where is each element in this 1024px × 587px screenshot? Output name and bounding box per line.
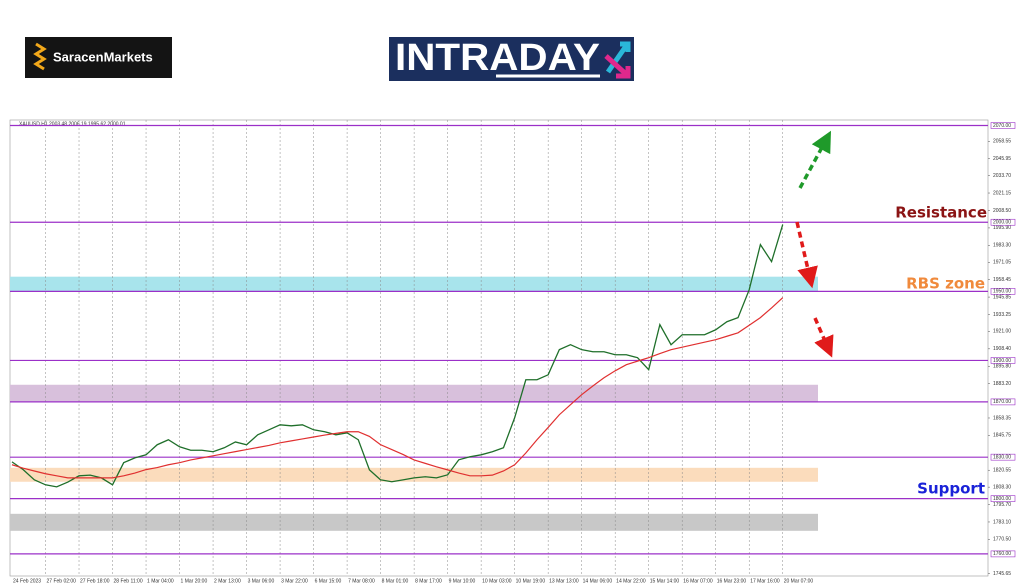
banner-text: INTRADAY: [395, 37, 600, 79]
y-tick-label: 1971.05: [993, 260, 1011, 266]
x-tick-label: 24 Feb 2023: [13, 578, 41, 584]
x-tick-label: 3 Mar 06:00: [248, 578, 275, 584]
level-label: 1870.00: [993, 399, 1011, 405]
y-tick-label: 2008.50: [993, 208, 1011, 214]
y-tick-label: 1895.80: [993, 364, 1011, 370]
x-tick-label: 10 Mar 19:00: [516, 578, 546, 584]
level-label: 1760.00: [993, 551, 1011, 557]
x-tick-label: 6 Mar 15:00: [315, 578, 342, 584]
zone: [10, 513, 818, 531]
x-tick-label: 15 Mar 14:00: [650, 578, 680, 584]
y-tick-label: 1908.40: [993, 346, 1011, 352]
y-tick-label: 1820.55: [993, 468, 1011, 474]
x-tick-label: 28 Feb 11:00: [114, 578, 143, 584]
x-tick-label: 1 Mar 04:00: [147, 578, 174, 584]
x-tick-label: 2 Mar 13:00: [214, 578, 241, 584]
y-tick-label: 1795.70: [993, 502, 1011, 508]
x-tick-label: 17 Mar 16:00: [750, 578, 780, 584]
plot: 24 Feb 2023 27 Feb 02:00 27 Feb 18:00 28 Fe…: [10, 120, 1016, 584]
y-tick-label: 1858.35: [993, 415, 1011, 421]
y-tick-label: 1958.45: [993, 277, 1011, 283]
level-label: 2000.00: [993, 220, 1011, 226]
x-tick-label: 27 Feb 18:00: [80, 578, 110, 584]
level-box: [990, 398, 1016, 406]
y-tick-label: 2021.15: [993, 190, 1011, 196]
level-box: [990, 218, 1016, 226]
level-label: 1800.00: [993, 496, 1011, 502]
brand-logo: SaracenMarkets: [25, 37, 172, 78]
y-tick-label: 2058.55: [993, 139, 1011, 145]
y-tick-label: 1921.00: [993, 329, 1011, 335]
zone: [10, 467, 818, 482]
x-tick-label: 27 Feb 02:00: [47, 578, 77, 584]
x-tick-label: 8 Mar 01:00: [382, 578, 409, 584]
arrow-up: [798, 130, 832, 189]
x-tick-label: 20 Mar 07:00: [784, 578, 814, 584]
x-tick-label: 10 Mar 03:00: [482, 578, 512, 584]
x-tick-label: 16 Mar 07:00: [683, 578, 713, 584]
x-tick-label: 9 Mar 10:00: [449, 578, 476, 584]
y-tick-label: 1845.75: [993, 433, 1011, 439]
arrow-down: [795, 221, 818, 289]
y-tick-label: 1995.90: [993, 225, 1011, 231]
annotation: Support: [917, 480, 985, 498]
series-line: [11, 224, 784, 488]
y-tick-label: 2045.95: [993, 156, 1011, 162]
plot-frame: [9, 119, 989, 577]
level-box: [990, 495, 1016, 502]
y-tick-label: 1883.20: [993, 381, 1011, 387]
y-tick-label: 1983.30: [993, 243, 1011, 249]
y-tick-label: 1808.30: [993, 484, 1011, 490]
level-label: 1950.00: [993, 289, 1011, 295]
y-tick-label: 1783.10: [993, 519, 1011, 525]
x-tick-label: 14 Mar 22:00: [616, 578, 646, 584]
y-tick-label: 1945.85: [993, 294, 1011, 300]
level-box: [990, 357, 1016, 364]
level-box: [990, 288, 1016, 295]
series-line: [11, 297, 784, 479]
level-label: 1900.00: [993, 358, 1011, 364]
y-tick-label: 2033.70: [993, 173, 1011, 179]
level-box: [990, 122, 1016, 129]
annotation: RBS zone: [906, 275, 985, 293]
arrow-down: [813, 317, 834, 358]
level-label: 2070.00: [993, 123, 1011, 129]
x-tick-label: 8 Mar 17:00: [415, 578, 442, 584]
level-box: [990, 453, 1016, 461]
x-tick-label: 13 Mar 13:00: [549, 578, 579, 584]
annotation: Resistance: [895, 204, 987, 222]
x-tick-label: 1 Mar 20:00: [181, 578, 208, 584]
y-tick-label: 1933.25: [993, 312, 1011, 318]
x-tick-label: 16 Mar 23:00: [717, 578, 747, 584]
x-tick-label: 7 Mar 08:00: [348, 578, 375, 584]
y-tick-label: 1745.65: [993, 571, 1011, 577]
y-tick-label: 1770.50: [993, 537, 1011, 543]
brand-name: SaracenMarkets: [53, 49, 153, 64]
x-tick-label: 14 Mar 06:00: [583, 578, 613, 584]
chart-title: XAUUSD,H1 2003.48 2006.19 1995.62 2000.0…: [19, 121, 126, 127]
level-label: 1830.00: [993, 454, 1011, 460]
level-box: [990, 550, 1016, 558]
banner: INTRADAY: [389, 37, 634, 81]
x-tick-label: 3 Mar 22:00: [281, 578, 308, 584]
